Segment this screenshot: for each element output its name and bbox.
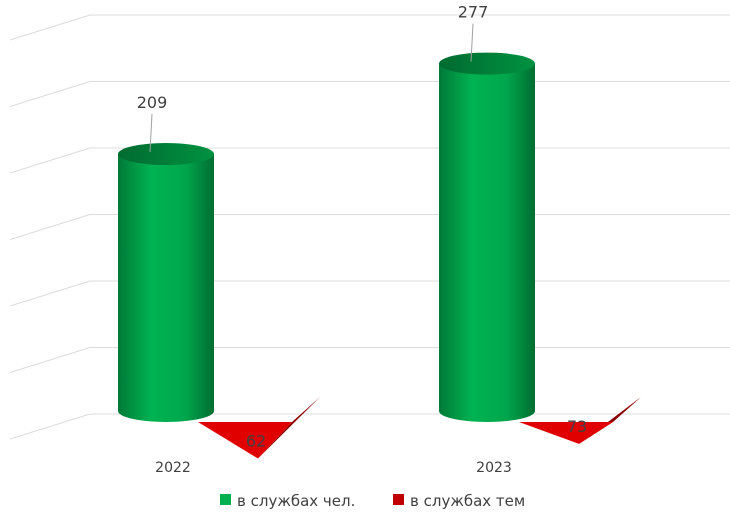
gridline-depth bbox=[9, 214, 91, 240]
gridline-depth bbox=[9, 413, 91, 440]
legend: в службах чел. в службах тем bbox=[220, 492, 525, 510]
legend-swatch bbox=[220, 494, 231, 505]
gridline-depth bbox=[9, 347, 91, 373]
gridline-depth bbox=[9, 280, 91, 307]
pyramid-front bbox=[519, 422, 613, 444]
pyramid-side bbox=[579, 397, 641, 444]
gridline-depth bbox=[9, 81, 91, 107]
data-label: 73 bbox=[567, 417, 587, 436]
data-label: 277 bbox=[458, 3, 489, 22]
chart-marks bbox=[118, 52, 641, 459]
gridline-depth bbox=[9, 147, 91, 174]
category-label: 2023 bbox=[476, 460, 512, 476]
legend-swatch bbox=[393, 494, 404, 505]
cylinder-bar bbox=[439, 63, 535, 423]
category-labels: 2022 2023 bbox=[155, 460, 512, 476]
data-label: 62 bbox=[246, 432, 266, 451]
data-label: 209 bbox=[137, 93, 168, 112]
category-label: 2022 bbox=[155, 460, 191, 476]
legend-entry: в службах чел. bbox=[237, 492, 355, 510]
pyramid-front bbox=[198, 422, 292, 459]
cylinder-bar bbox=[118, 154, 214, 422]
cylinder-top bbox=[439, 52, 535, 75]
gridline-depth bbox=[9, 14, 91, 41]
data-labels: 209 62 277 73 bbox=[137, 3, 587, 451]
pyramid-side bbox=[258, 397, 320, 459]
leader-line bbox=[470, 23, 474, 62]
cylinder-top bbox=[118, 143, 214, 166]
leader-line bbox=[149, 114, 153, 153]
legend-entry: в службах тем bbox=[410, 492, 525, 510]
